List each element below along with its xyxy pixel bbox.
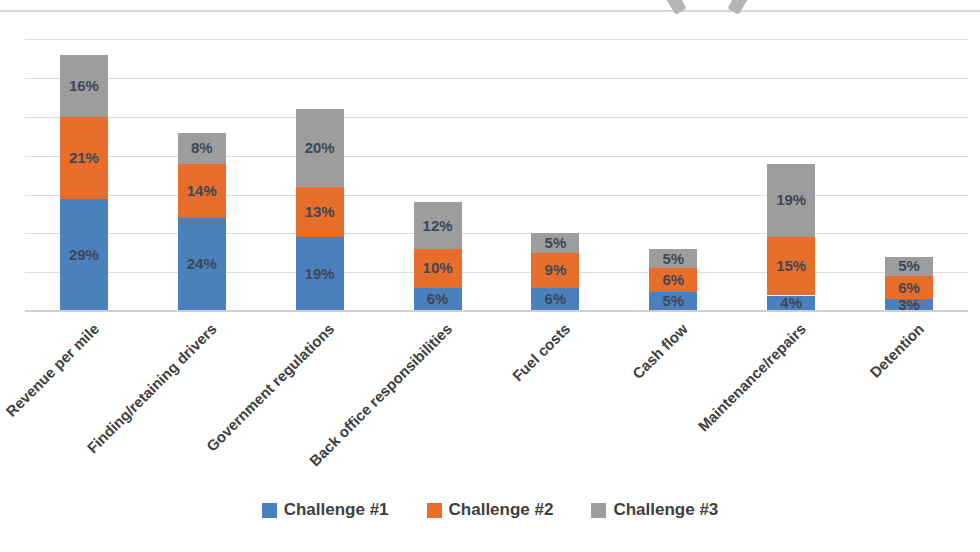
data-label: 19% xyxy=(767,191,815,209)
category-label-maintenance-repairs: Maintenance/repairs xyxy=(695,320,810,435)
data-label: 6% xyxy=(531,290,579,308)
gridline-10pct xyxy=(25,272,968,273)
data-label: 24% xyxy=(178,255,226,273)
category-label-cash-flow: Cash flow xyxy=(629,320,691,382)
data-label: 6% xyxy=(649,271,697,289)
gridline-30pct xyxy=(25,195,968,196)
legend-swatch-icon xyxy=(591,503,606,518)
legend-item-challenge-3: Challenge #3 xyxy=(591,500,718,520)
category-label-detention: Detention xyxy=(866,320,927,381)
legend-item-challenge-1: Challenge #1 xyxy=(262,500,389,520)
data-label: 9% xyxy=(531,261,579,279)
category-label-finding-retaining-drivers: Finding/retaining drivers xyxy=(83,320,219,456)
data-label: 16% xyxy=(60,77,108,95)
gridline-50pct xyxy=(25,117,968,118)
data-label: 20% xyxy=(296,139,344,157)
top-divider-line xyxy=(0,10,980,12)
data-label: 29% xyxy=(60,246,108,264)
cropped-logo-mark-left-stroke-icon xyxy=(658,0,686,15)
gridline-20pct xyxy=(25,233,968,234)
data-label: 10% xyxy=(414,259,462,277)
category-label-government-regulations: Government regulations xyxy=(203,320,338,455)
data-label: 6% xyxy=(885,279,933,297)
data-label: 12% xyxy=(414,217,462,235)
category-label-back-office-responsibilities: Back office responsibilities xyxy=(306,320,455,469)
data-label: 21% xyxy=(60,149,108,167)
gridline-40pct xyxy=(25,156,968,157)
data-label: 5% xyxy=(649,292,697,310)
x-axis-baseline xyxy=(25,310,968,312)
chart-canvas: 29% 21% 16% 24% 14% 8% 19% 13% 20% 6% 10% 12% 6% 9% 5%… xyxy=(0,0,980,552)
category-label-fuel-costs: Fuel costs xyxy=(509,320,573,384)
data-label: 5% xyxy=(649,250,697,268)
data-label: 19% xyxy=(296,265,344,283)
data-label: 13% xyxy=(296,203,344,221)
legend-label: Challenge #1 xyxy=(284,500,389,520)
data-label: 5% xyxy=(531,234,579,252)
legend-label: Challenge #2 xyxy=(449,500,554,520)
legend-label: Challenge #3 xyxy=(613,500,718,520)
legend-swatch-icon xyxy=(427,503,442,518)
gridline-70pct xyxy=(25,39,968,40)
data-label: 14% xyxy=(178,182,226,200)
data-label: 8% xyxy=(178,139,226,157)
data-label: 5% xyxy=(885,257,933,275)
gridline-60pct xyxy=(25,78,968,79)
legend-swatch-icon xyxy=(262,503,277,518)
category-label-revenue-per-mile: Revenue per mile xyxy=(2,320,102,420)
data-label: 6% xyxy=(414,290,462,308)
data-label: 15% xyxy=(767,257,815,275)
chart-legend: Challenge #1 Challenge #2 Challenge #3 xyxy=(0,500,980,520)
legend-item-challenge-2: Challenge #2 xyxy=(427,500,554,520)
cropped-logo-mark-right-stroke-icon xyxy=(727,0,755,15)
